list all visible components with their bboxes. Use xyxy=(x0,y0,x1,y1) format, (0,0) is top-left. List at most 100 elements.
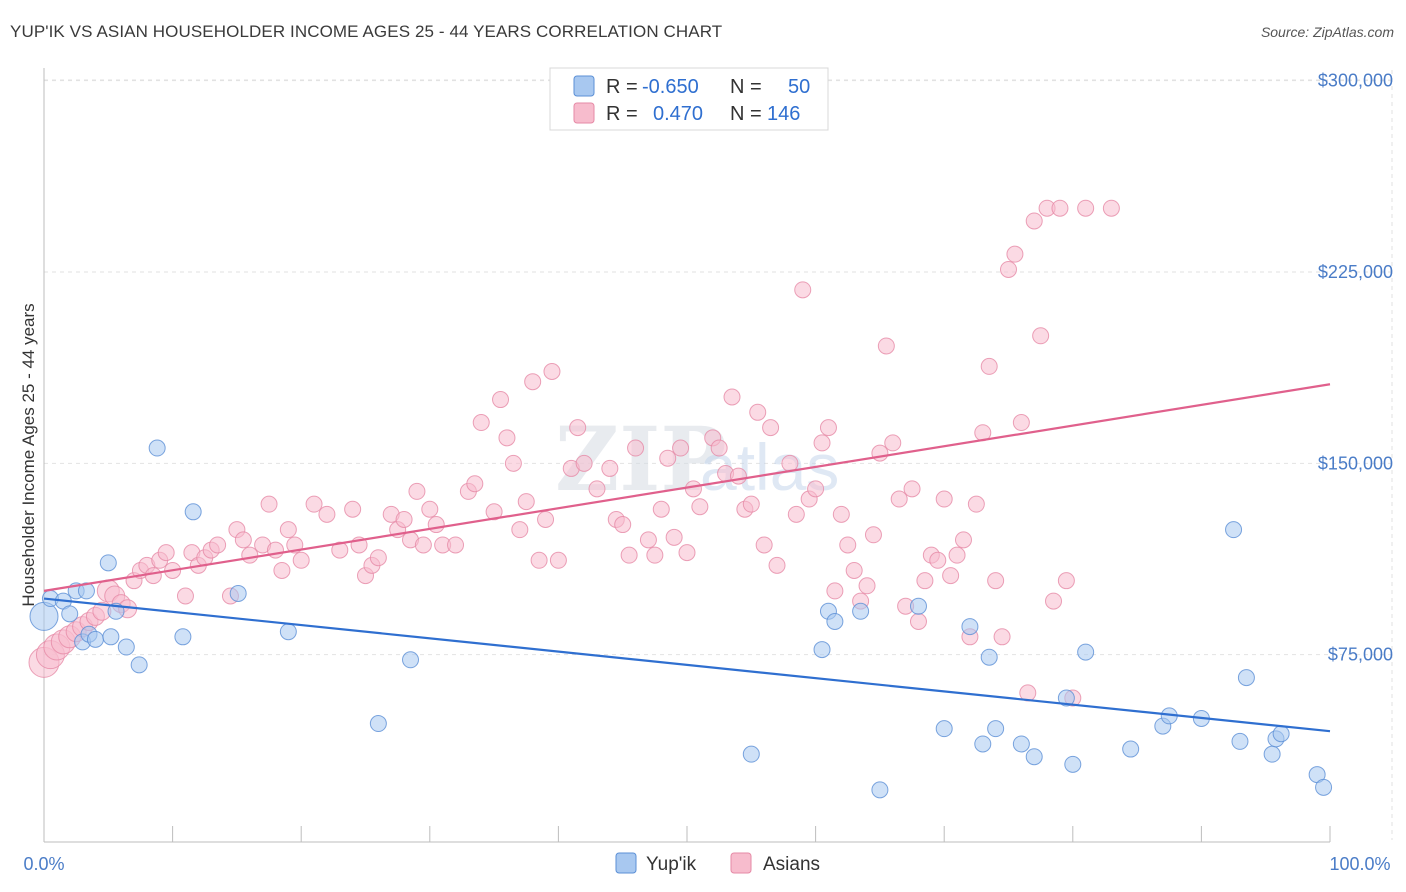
asian-point-50 xyxy=(408,482,426,500)
yupik-point-19 xyxy=(369,715,387,733)
y-tick-labels: $75,000 $150,000 $225,000 $300,000 xyxy=(1318,71,1393,665)
asian-point-57 xyxy=(466,475,484,493)
legend-r-label-yupik: R = xyxy=(606,76,638,98)
yupik-point-30 xyxy=(974,735,992,753)
yupik-point-12 xyxy=(117,638,135,656)
asian-point-58 xyxy=(472,414,490,432)
yupik-point-28 xyxy=(935,720,953,738)
legend-n-value-asians: 146 xyxy=(767,103,800,125)
asian-point-94 xyxy=(742,495,760,513)
legend: R = -0.650 N = 50 R = 0.470 N = 146 xyxy=(549,67,829,131)
yupik-point-16 xyxy=(184,503,202,521)
x-tick-label-min: 0.0% xyxy=(23,854,64,874)
asian-point-38 xyxy=(305,495,323,513)
asian-point-92 xyxy=(729,467,747,485)
asian-point-89 xyxy=(710,439,728,457)
asian-point-104 xyxy=(813,434,831,452)
asian-point-106 xyxy=(826,582,844,600)
asian-point-21 xyxy=(176,587,194,605)
asian-point-78 xyxy=(627,439,645,457)
legend-n-label-asians: N = xyxy=(730,103,762,125)
yupik-point-47 xyxy=(1272,725,1290,743)
asian-point-67 xyxy=(537,510,555,528)
asian-point-142 xyxy=(1057,572,1075,590)
axes xyxy=(43,68,1331,843)
asian-point-105 xyxy=(819,419,837,437)
yupik-point-17 xyxy=(229,584,247,602)
grid-lines xyxy=(44,70,1393,840)
asian-point-126 xyxy=(954,531,972,549)
x-tick-label-max: 100.0% xyxy=(1329,854,1390,874)
asian-point-51 xyxy=(414,536,432,554)
yupik-point-31 xyxy=(980,648,998,666)
asian-point-76 xyxy=(614,516,632,534)
asian-point-133 xyxy=(1000,260,1017,278)
asian-point-84 xyxy=(672,439,690,457)
asian-point-34 xyxy=(273,561,291,579)
asian-point-91 xyxy=(723,388,741,406)
asian-point-125 xyxy=(948,546,966,564)
asian-point-83 xyxy=(665,528,683,546)
yupik-point-38 xyxy=(1122,740,1140,758)
asian-point-64 xyxy=(517,493,535,511)
asian-point-77 xyxy=(620,546,638,564)
bottom-legend-yupik: Yup'ik xyxy=(646,854,697,875)
asian-point-95 xyxy=(749,403,767,421)
asian-point-135 xyxy=(1012,414,1030,432)
asian-point-85 xyxy=(678,544,696,562)
asian-point-60 xyxy=(492,391,510,409)
asian-point-52 xyxy=(421,500,439,518)
yupik-point-15 xyxy=(174,628,192,646)
yupik-point-32 xyxy=(987,720,1005,738)
asian-point-138 xyxy=(1032,327,1050,345)
asian-point-26 xyxy=(209,536,227,554)
yupik-point-36 xyxy=(1064,755,1082,773)
yupik-point-25 xyxy=(852,602,870,620)
yupik-point-43 xyxy=(1231,732,1249,750)
asian-point-119 xyxy=(909,613,927,631)
yupik-point-20 xyxy=(402,651,420,669)
asian-point-144 xyxy=(1077,199,1095,217)
asian-point-48 xyxy=(395,510,413,528)
asian-point-66 xyxy=(530,551,548,569)
yupik-point-37 xyxy=(1077,643,1095,661)
yupik-point-33 xyxy=(1012,735,1030,753)
asian-point-118 xyxy=(903,480,921,498)
asian-point-132 xyxy=(993,628,1011,646)
asian-point-109 xyxy=(845,561,863,579)
asian-point-120 xyxy=(916,572,934,590)
asian-point-73 xyxy=(588,480,606,498)
asian-point-61 xyxy=(498,429,516,447)
yupik-point-6 xyxy=(77,582,95,600)
yupik-point-14 xyxy=(148,439,166,457)
asian-point-32 xyxy=(260,495,278,513)
bottom-legend: Yup'ik Asians xyxy=(615,852,820,875)
trend-lines xyxy=(43,383,1331,733)
yupik-point-22 xyxy=(813,641,831,659)
asian-point-124 xyxy=(942,567,960,585)
asian-point-72 xyxy=(575,454,593,472)
asian-point-71 xyxy=(569,419,587,437)
asian-point-141 xyxy=(1051,199,1069,217)
asian-point-100 xyxy=(787,505,805,523)
asian-point-65 xyxy=(524,373,542,391)
asian-point-45 xyxy=(369,549,387,567)
asian-point-116 xyxy=(890,490,908,508)
yupik-point-18 xyxy=(279,623,297,641)
asian-point-86 xyxy=(684,480,702,498)
asian-point-128 xyxy=(967,495,985,513)
legend-r-value-yupik: -0.650 xyxy=(642,76,699,98)
asian-point-98 xyxy=(768,556,786,574)
asian-point-131 xyxy=(987,572,1005,590)
asian-point-80 xyxy=(646,546,664,564)
yupik-point-13 xyxy=(130,656,148,674)
asian-point-59 xyxy=(485,503,503,521)
asian-point-134 xyxy=(1006,245,1024,263)
y-tick-label-3: $300,000 xyxy=(1318,71,1393,91)
yupik-point-10 xyxy=(102,628,120,646)
asian-point-74 xyxy=(601,459,619,477)
yupik-point-44 xyxy=(1237,669,1255,687)
yupik-point-3 xyxy=(61,605,79,623)
bottom-legend-swatch-asians xyxy=(730,852,752,874)
y-tick-label-0: $75,000 xyxy=(1328,645,1393,665)
